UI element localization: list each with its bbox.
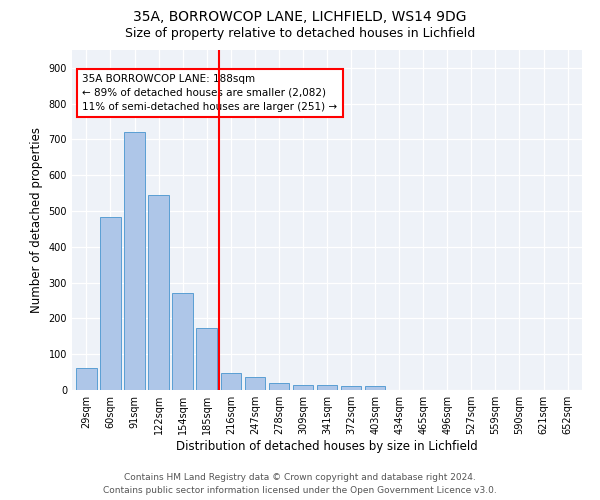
Text: Size of property relative to detached houses in Lichfield: Size of property relative to detached ho… xyxy=(125,28,475,40)
Bar xyxy=(365,386,385,390)
Text: 35A, BORROWCOP LANE, LICHFIELD, WS14 9DG: 35A, BORROWCOP LANE, LICHFIELD, WS14 9DG xyxy=(133,10,467,24)
Bar xyxy=(221,373,241,390)
Bar xyxy=(148,195,169,390)
Bar xyxy=(172,292,193,390)
Bar xyxy=(293,384,313,390)
Bar xyxy=(100,217,121,390)
Bar xyxy=(341,386,361,390)
Bar xyxy=(269,383,289,390)
Text: 35A BORROWCOP LANE: 188sqm
← 89% of detached houses are smaller (2,082)
11% of s: 35A BORROWCOP LANE: 188sqm ← 89% of deta… xyxy=(82,74,337,112)
X-axis label: Distribution of detached houses by size in Lichfield: Distribution of detached houses by size … xyxy=(176,440,478,453)
Bar xyxy=(124,132,145,390)
Bar xyxy=(245,377,265,390)
Y-axis label: Number of detached properties: Number of detached properties xyxy=(30,127,43,313)
Bar xyxy=(196,328,217,390)
Bar xyxy=(317,384,337,390)
Bar xyxy=(76,368,97,390)
Text: Contains HM Land Registry data © Crown copyright and database right 2024.
Contai: Contains HM Land Registry data © Crown c… xyxy=(103,474,497,495)
